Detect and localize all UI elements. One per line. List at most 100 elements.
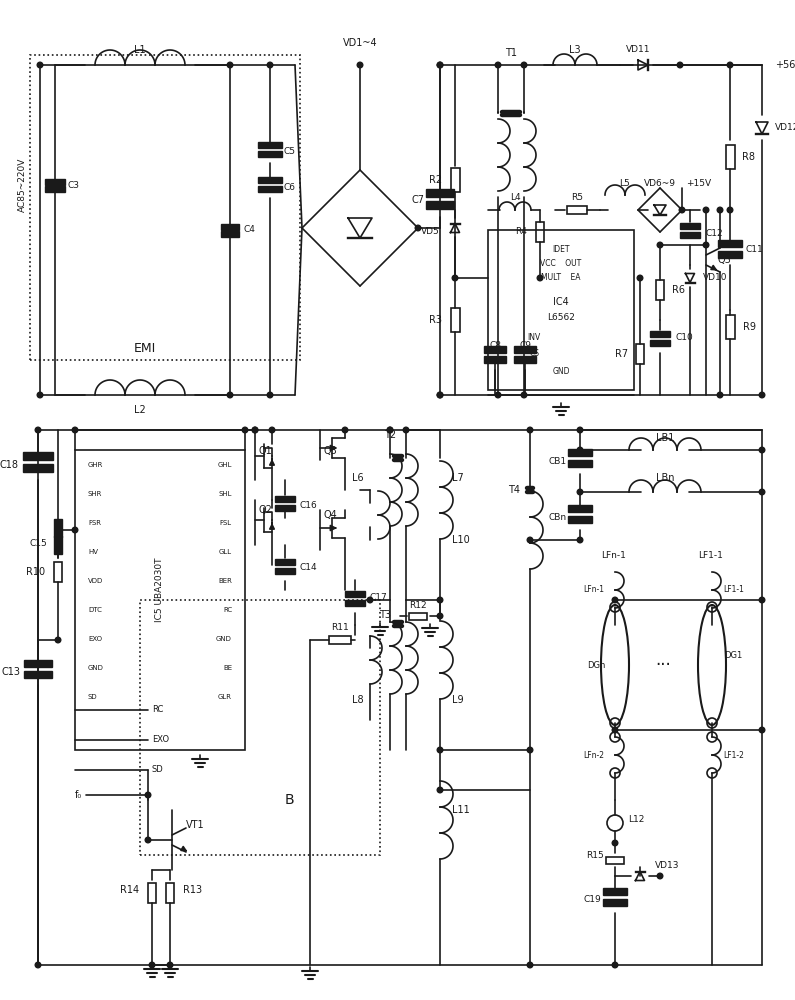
Text: VD13: VD13 <box>655 860 680 869</box>
Text: L11: L11 <box>452 805 470 815</box>
Circle shape <box>403 427 409 433</box>
Circle shape <box>727 207 733 213</box>
Text: LF1-1: LF1-1 <box>698 550 723 560</box>
Circle shape <box>612 840 618 846</box>
Bar <box>606 856 624 863</box>
Circle shape <box>452 275 458 281</box>
Circle shape <box>437 392 443 398</box>
Bar <box>488 230 634 390</box>
Circle shape <box>437 613 443 619</box>
Text: L8: L8 <box>352 695 364 705</box>
Bar <box>275 559 295 565</box>
Bar <box>54 562 62 582</box>
Bar <box>258 142 282 148</box>
Bar <box>568 505 592 512</box>
Circle shape <box>367 597 373 603</box>
Circle shape <box>679 207 684 213</box>
Circle shape <box>657 873 663 879</box>
Circle shape <box>495 392 501 398</box>
Text: f₀: f₀ <box>75 790 82 800</box>
Circle shape <box>704 242 709 248</box>
Text: R5: R5 <box>571 194 583 202</box>
Circle shape <box>252 427 258 433</box>
Bar <box>451 168 460 192</box>
Circle shape <box>759 447 765 453</box>
Bar <box>258 151 282 157</box>
Bar <box>680 223 700 229</box>
Bar <box>568 460 592 467</box>
Text: VD1~4: VD1~4 <box>343 38 378 48</box>
Text: C6: C6 <box>284 182 296 192</box>
Circle shape <box>612 597 618 603</box>
Text: CB1: CB1 <box>549 458 567 466</box>
Circle shape <box>537 275 543 281</box>
Circle shape <box>522 392 527 398</box>
Text: GHL: GHL <box>218 462 232 468</box>
Circle shape <box>437 62 443 68</box>
Text: R4: R4 <box>515 228 527 236</box>
Text: LF1-1: LF1-1 <box>723 585 744 594</box>
Circle shape <box>717 207 723 213</box>
Text: R3: R3 <box>429 315 442 325</box>
Circle shape <box>357 62 363 68</box>
Text: EMI: EMI <box>134 342 156 355</box>
Text: C11: C11 <box>745 245 762 254</box>
Circle shape <box>242 427 248 433</box>
Bar <box>636 344 644 364</box>
Bar <box>45 178 65 184</box>
Bar <box>451 308 460 332</box>
Bar <box>484 346 506 353</box>
Circle shape <box>577 537 583 543</box>
Bar <box>567 206 587 214</box>
Circle shape <box>149 962 155 968</box>
Circle shape <box>270 427 275 433</box>
Bar <box>568 449 592 456</box>
Bar <box>148 883 156 903</box>
Text: T2: T2 <box>384 430 396 440</box>
Text: C17: C17 <box>370 593 388 602</box>
Circle shape <box>527 537 533 543</box>
Bar <box>514 356 536 363</box>
Circle shape <box>387 427 393 433</box>
Bar <box>275 496 295 502</box>
Bar <box>345 591 365 597</box>
Text: C4: C4 <box>243 226 255 234</box>
Circle shape <box>415 225 421 231</box>
Text: GLL: GLL <box>219 549 232 555</box>
Text: HV: HV <box>88 549 98 555</box>
Text: GND: GND <box>216 636 232 642</box>
Text: L6: L6 <box>352 473 364 483</box>
Text: LB1: LB1 <box>656 433 674 443</box>
Bar <box>514 346 536 353</box>
Text: CBn: CBn <box>549 514 567 522</box>
Text: C5: C5 <box>284 147 296 156</box>
Text: AC85~220V: AC85~220V <box>17 158 26 212</box>
Text: CS: CS <box>530 350 540 359</box>
Text: R6: R6 <box>672 285 685 295</box>
Bar <box>718 240 742 247</box>
Bar <box>726 315 735 339</box>
Text: R7: R7 <box>615 349 628 359</box>
Text: IC5 UBA2030T: IC5 UBA2030T <box>156 558 165 622</box>
Text: BER: BER <box>218 578 232 584</box>
Bar <box>23 452 53 460</box>
Text: C18: C18 <box>0 460 18 470</box>
Text: SHR: SHR <box>88 491 103 497</box>
Text: Q5: Q5 <box>718 255 732 265</box>
Text: VCC    OUT: VCC OUT <box>541 259 582 268</box>
Text: R9: R9 <box>743 322 756 332</box>
Text: R8: R8 <box>742 152 755 162</box>
Bar <box>409 612 427 619</box>
Bar <box>329 636 351 644</box>
Circle shape <box>759 392 765 398</box>
Text: R2: R2 <box>429 175 442 185</box>
Text: C7: C7 <box>411 195 424 205</box>
Bar <box>24 671 52 678</box>
Circle shape <box>638 275 643 281</box>
Bar <box>536 222 544 242</box>
Text: VD5: VD5 <box>421 228 440 236</box>
Circle shape <box>522 62 527 68</box>
Text: ...: ... <box>655 651 671 669</box>
Text: L2: L2 <box>134 405 145 415</box>
Text: VD11: VD11 <box>626 44 650 53</box>
